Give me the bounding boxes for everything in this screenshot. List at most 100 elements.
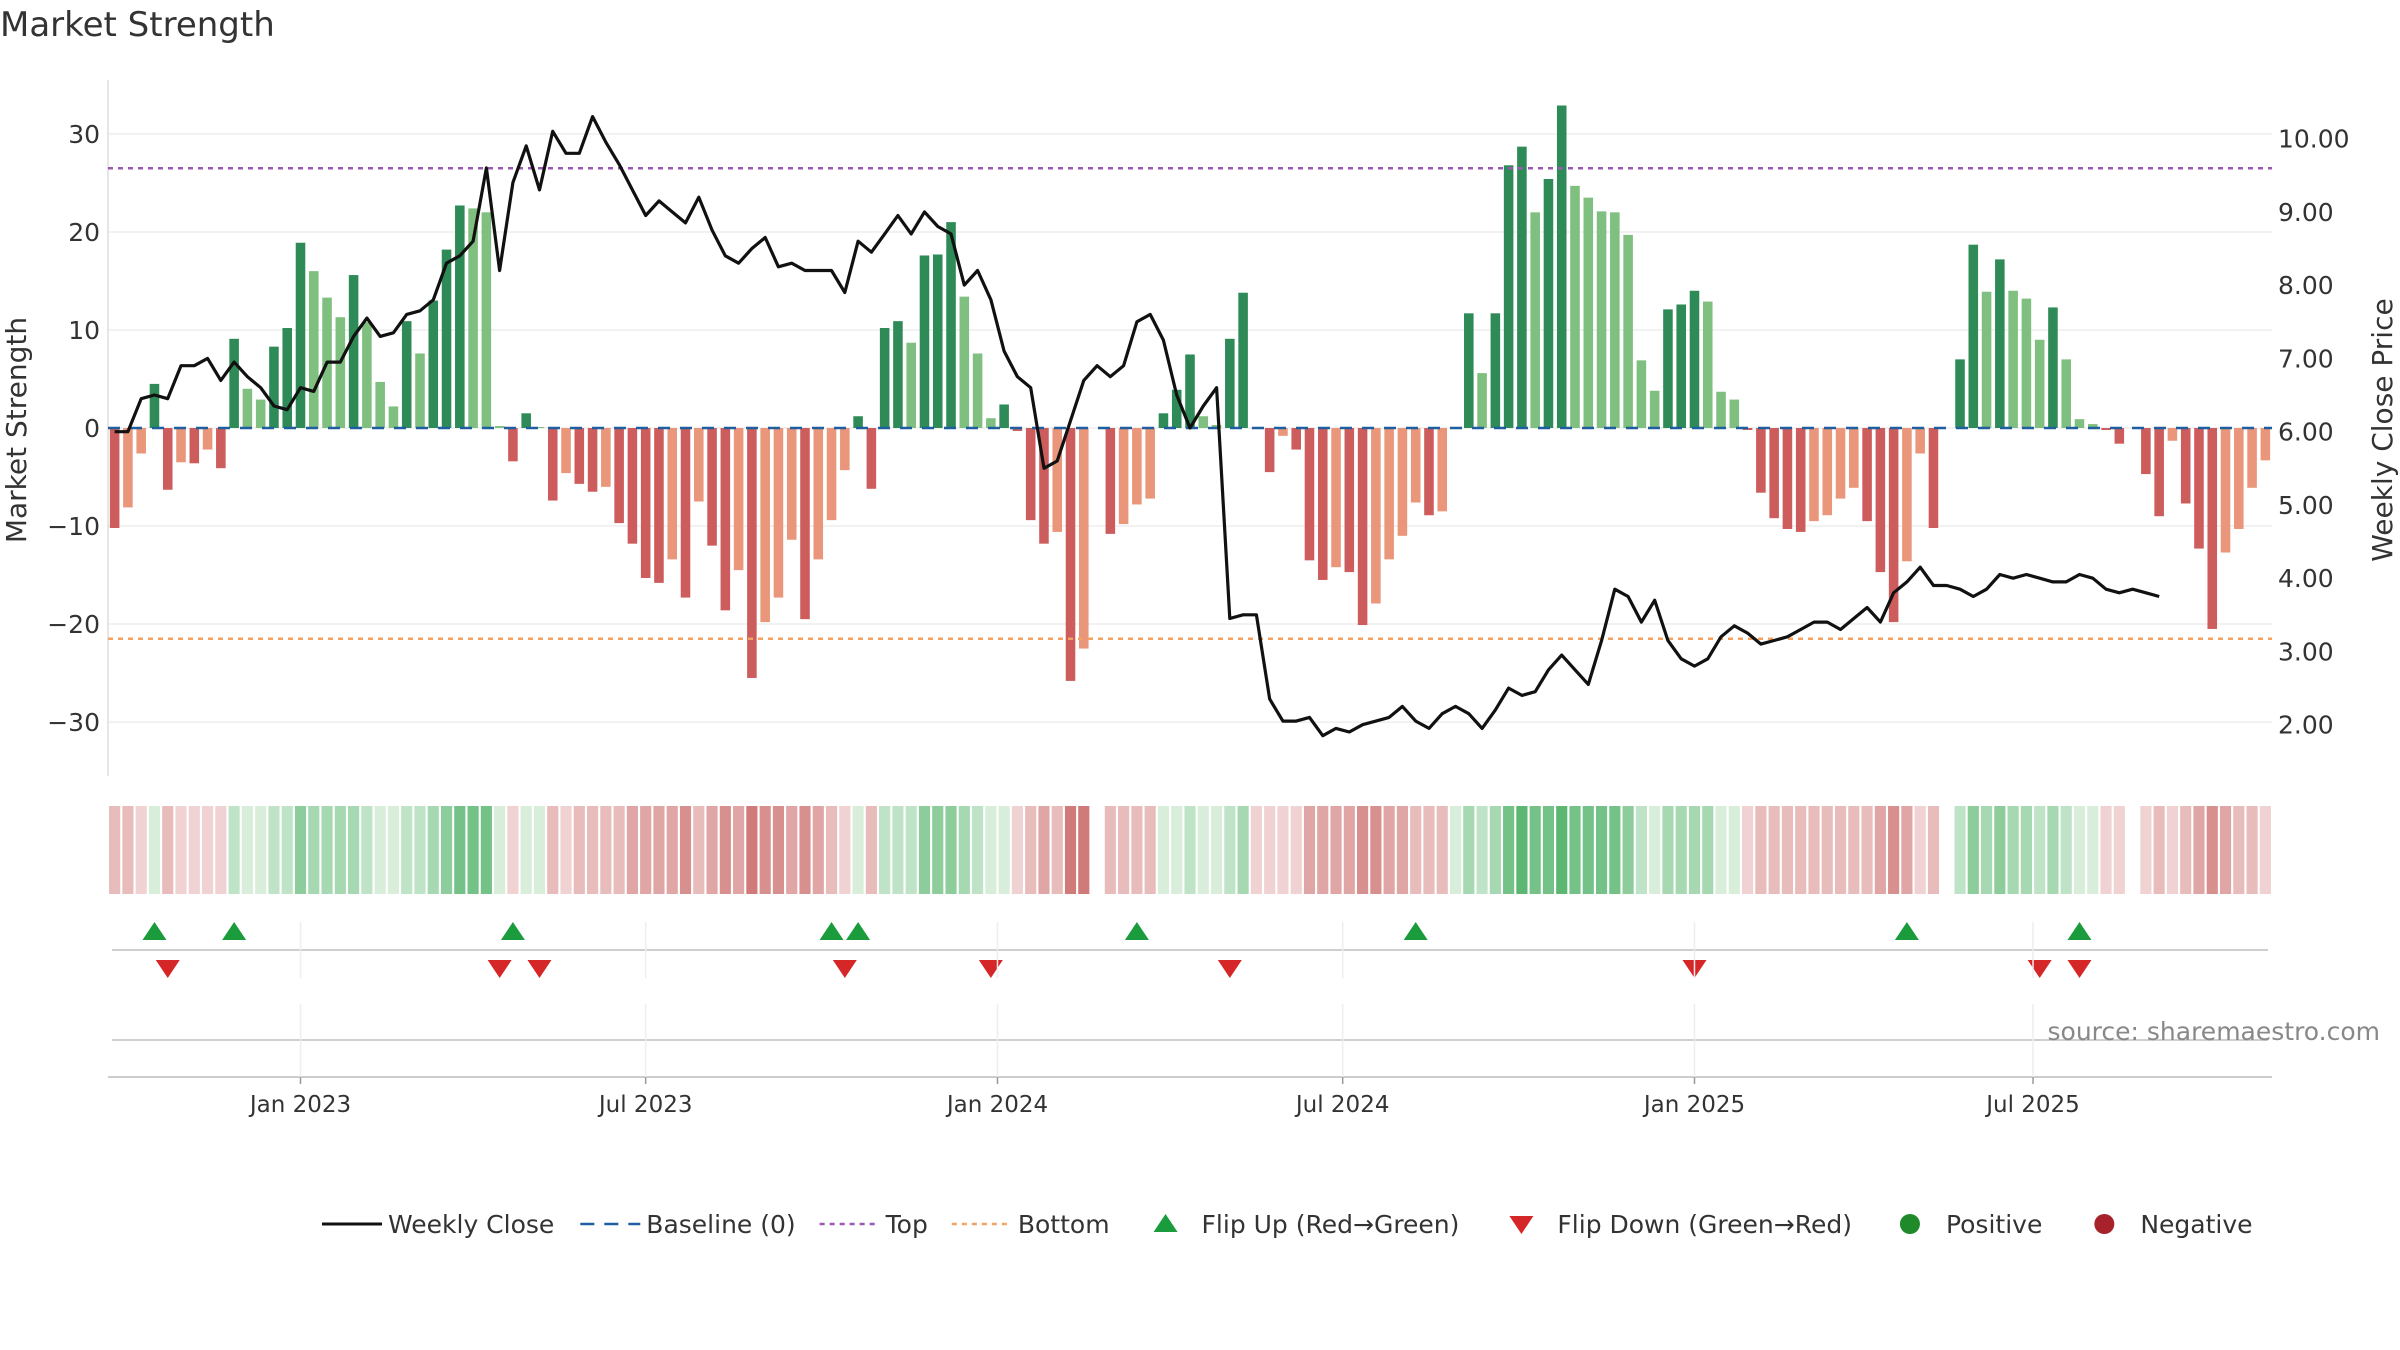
strip-cell bbox=[2060, 806, 2072, 894]
right-axis-label: Weekly Close Price bbox=[2366, 298, 2399, 561]
strip-cell bbox=[998, 806, 1010, 894]
strength-bar bbox=[853, 416, 863, 428]
strength-bar bbox=[986, 418, 996, 428]
strip-cell bbox=[2100, 806, 2112, 894]
strip-cell bbox=[613, 806, 625, 894]
strip-cell bbox=[1595, 806, 1608, 894]
strength-bar bbox=[2234, 428, 2244, 529]
strip-cell bbox=[109, 806, 121, 894]
strip-cell bbox=[1171, 806, 1183, 894]
strength-bar bbox=[136, 428, 146, 454]
right-tick-label: 8.00 bbox=[2278, 271, 2334, 300]
strip-cell bbox=[2259, 806, 2271, 894]
legend-label: Weekly Close bbox=[388, 1210, 554, 1239]
strip-cell bbox=[1542, 806, 1555, 894]
right-tick-label: 2.00 bbox=[2278, 711, 2334, 740]
strip-cell bbox=[852, 806, 864, 894]
strength-bar bbox=[614, 428, 624, 524]
strip-cell bbox=[1423, 806, 1435, 894]
right-tick-label: 4.00 bbox=[2278, 564, 2334, 593]
strip-cell bbox=[958, 806, 970, 894]
strip-cell bbox=[1662, 806, 1674, 894]
flip-up-marker bbox=[819, 922, 844, 940]
strength-bar bbox=[972, 353, 983, 428]
legend-swatch-flip-up bbox=[1153, 1214, 1178, 1232]
strip-cell bbox=[2140, 806, 2152, 894]
strength-bar bbox=[255, 399, 266, 428]
strip-cell bbox=[786, 806, 798, 894]
strength-bar bbox=[468, 208, 478, 428]
strength-bar bbox=[1676, 304, 1686, 428]
strip-cell bbox=[348, 806, 360, 894]
strip-cell bbox=[1861, 806, 1873, 894]
strength-bar bbox=[1570, 185, 1580, 428]
strength-bar bbox=[1410, 428, 1421, 503]
strip-cell bbox=[1503, 806, 1515, 894]
strength-bar bbox=[760, 428, 770, 623]
strip-cell bbox=[2007, 806, 2019, 894]
strip-cell bbox=[1556, 806, 1568, 894]
strip-cell bbox=[679, 806, 692, 894]
strength-bar bbox=[1649, 390, 1660, 428]
flip-up-marker bbox=[142, 922, 167, 940]
strength-bar bbox=[999, 404, 1009, 428]
strength-bar bbox=[2087, 424, 2098, 428]
strip-cell bbox=[825, 806, 838, 894]
right-axis: 10.00 9.00 8.00 7.00 6.00 5.00 4.00 3.00 2.00 bbox=[2278, 125, 2350, 740]
strip-cell bbox=[1436, 806, 1448, 894]
strength-bar bbox=[534, 427, 545, 429]
strength-bar bbox=[1596, 211, 1607, 428]
strength-bar bbox=[932, 254, 943, 428]
strip-cell bbox=[932, 806, 944, 894]
strength-bar bbox=[1052, 428, 1063, 532]
strip-cell bbox=[892, 806, 904, 894]
strip-cell bbox=[1569, 806, 1581, 894]
strength-bar bbox=[813, 428, 824, 560]
left-axis: 30 20 10 0 −10 −20 −30 bbox=[47, 80, 109, 776]
strength-bar bbox=[1583, 197, 1594, 428]
chart-title: Market Strength bbox=[0, 5, 275, 45]
strip-cell bbox=[1290, 806, 1302, 894]
strip-cell bbox=[2020, 806, 2032, 894]
strip-cell bbox=[1927, 806, 1940, 894]
left-tick-label: 10 bbox=[68, 316, 100, 345]
strength-bar bbox=[348, 275, 359, 428]
strength-bar bbox=[494, 426, 505, 428]
strength-bar bbox=[375, 381, 385, 428]
strip-cell bbox=[361, 806, 373, 894]
strip-cell bbox=[573, 806, 585, 894]
strength-bar bbox=[1902, 428, 1912, 562]
strip-cell bbox=[122, 806, 134, 894]
strength-bar bbox=[388, 406, 399, 428]
strength-bar bbox=[1862, 428, 1872, 522]
strip-cell bbox=[1210, 806, 1223, 894]
legend-label: Baseline (0) bbox=[646, 1210, 795, 1239]
strength-bar bbox=[162, 428, 173, 490]
strength-bar bbox=[1211, 425, 1222, 428]
strip-cell bbox=[2166, 806, 2179, 894]
strip-cell bbox=[1848, 806, 1860, 894]
strip-cell bbox=[2246, 806, 2258, 894]
strength-bar bbox=[1875, 428, 1886, 573]
strip-cell bbox=[1516, 806, 1528, 894]
strength-bar bbox=[2247, 428, 2257, 488]
right-tick-label: 5.00 bbox=[2278, 491, 2334, 520]
legend-swatch-flip-down bbox=[1509, 1216, 1534, 1234]
strength-bar bbox=[1477, 373, 1487, 428]
strip-cell bbox=[985, 806, 997, 894]
strength-bar bbox=[707, 428, 717, 546]
strip-cell bbox=[1330, 806, 1342, 894]
strength-bar bbox=[1503, 165, 1514, 429]
legend: Weekly Close Baseline (0) Top Bottom Flip Up… bbox=[322, 1210, 2253, 1239]
strength-bar bbox=[574, 428, 585, 484]
strip-cell bbox=[135, 806, 147, 894]
x-tick-label: Jul 2023 bbox=[597, 1092, 693, 1118]
strip-cell bbox=[1025, 806, 1037, 894]
left-tick-label: −30 bbox=[47, 708, 100, 737]
strength-bar bbox=[1689, 290, 1700, 428]
strength-bar bbox=[1424, 428, 1434, 516]
legend-label: Flip Up (Red→Green) bbox=[1202, 1210, 1460, 1239]
strip-cell bbox=[1224, 806, 1236, 894]
strip-cell bbox=[387, 806, 400, 894]
strength-bar bbox=[1198, 416, 1209, 428]
